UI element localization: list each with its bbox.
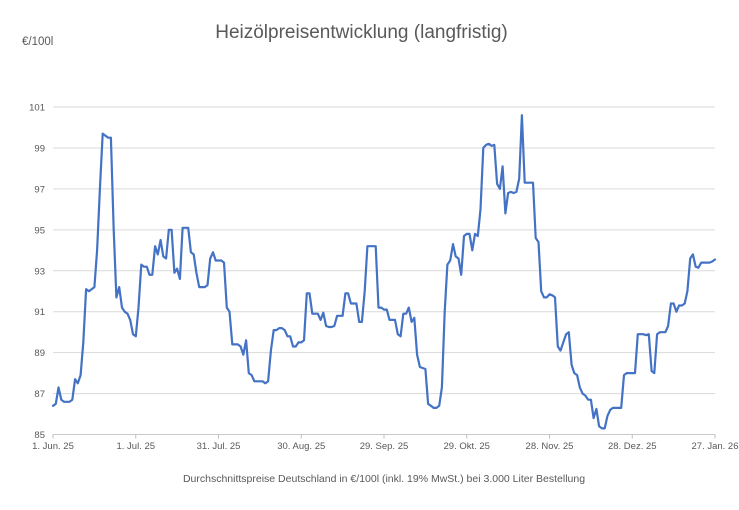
x-tick-label: 1. Jul. 25	[116, 441, 155, 452]
chart-caption: Durchschnittspreise Deutschland in €/100…	[182, 473, 586, 485]
x-tick-label: 28. Dez. 25	[608, 441, 657, 452]
x-tick-label: 27. Jan. 26	[691, 441, 738, 452]
price-line-chart: 85 87 89 91 93 95 97 99 101 1. Jun. 25 1. Jul. 25 3…	[29, 103, 738, 453]
y-tick-label: 97	[34, 184, 45, 195]
x-tick-label: 29. Okt. 25	[444, 441, 490, 452]
y-axis-unit-label: €/100l	[22, 36, 54, 48]
x-tick-label: 30. Aug. 25	[277, 441, 325, 452]
x-tick-label: 31. Jul. 25	[197, 441, 241, 452]
y-tick-label: 89	[34, 348, 45, 359]
y-tick-label: 101	[29, 103, 45, 114]
y-tick-label: 85	[34, 430, 45, 441]
y-tick-label: 99	[34, 143, 45, 154]
chart-title: Heizölpreisentwicklung (langfristig)	[215, 22, 508, 43]
y-tick-label: 93	[34, 266, 45, 277]
x-tick-label: 1. Jun. 25	[32, 441, 74, 452]
y-tick-label: 95	[34, 225, 45, 236]
price-line	[51, 114, 717, 430]
y-tick-label: 87	[34, 389, 45, 400]
x-tick-label: 28. Nov. 25	[526, 441, 574, 452]
x-tick-label: 29. Sep. 25	[360, 441, 409, 452]
y-tick-label: 91	[34, 307, 45, 318]
